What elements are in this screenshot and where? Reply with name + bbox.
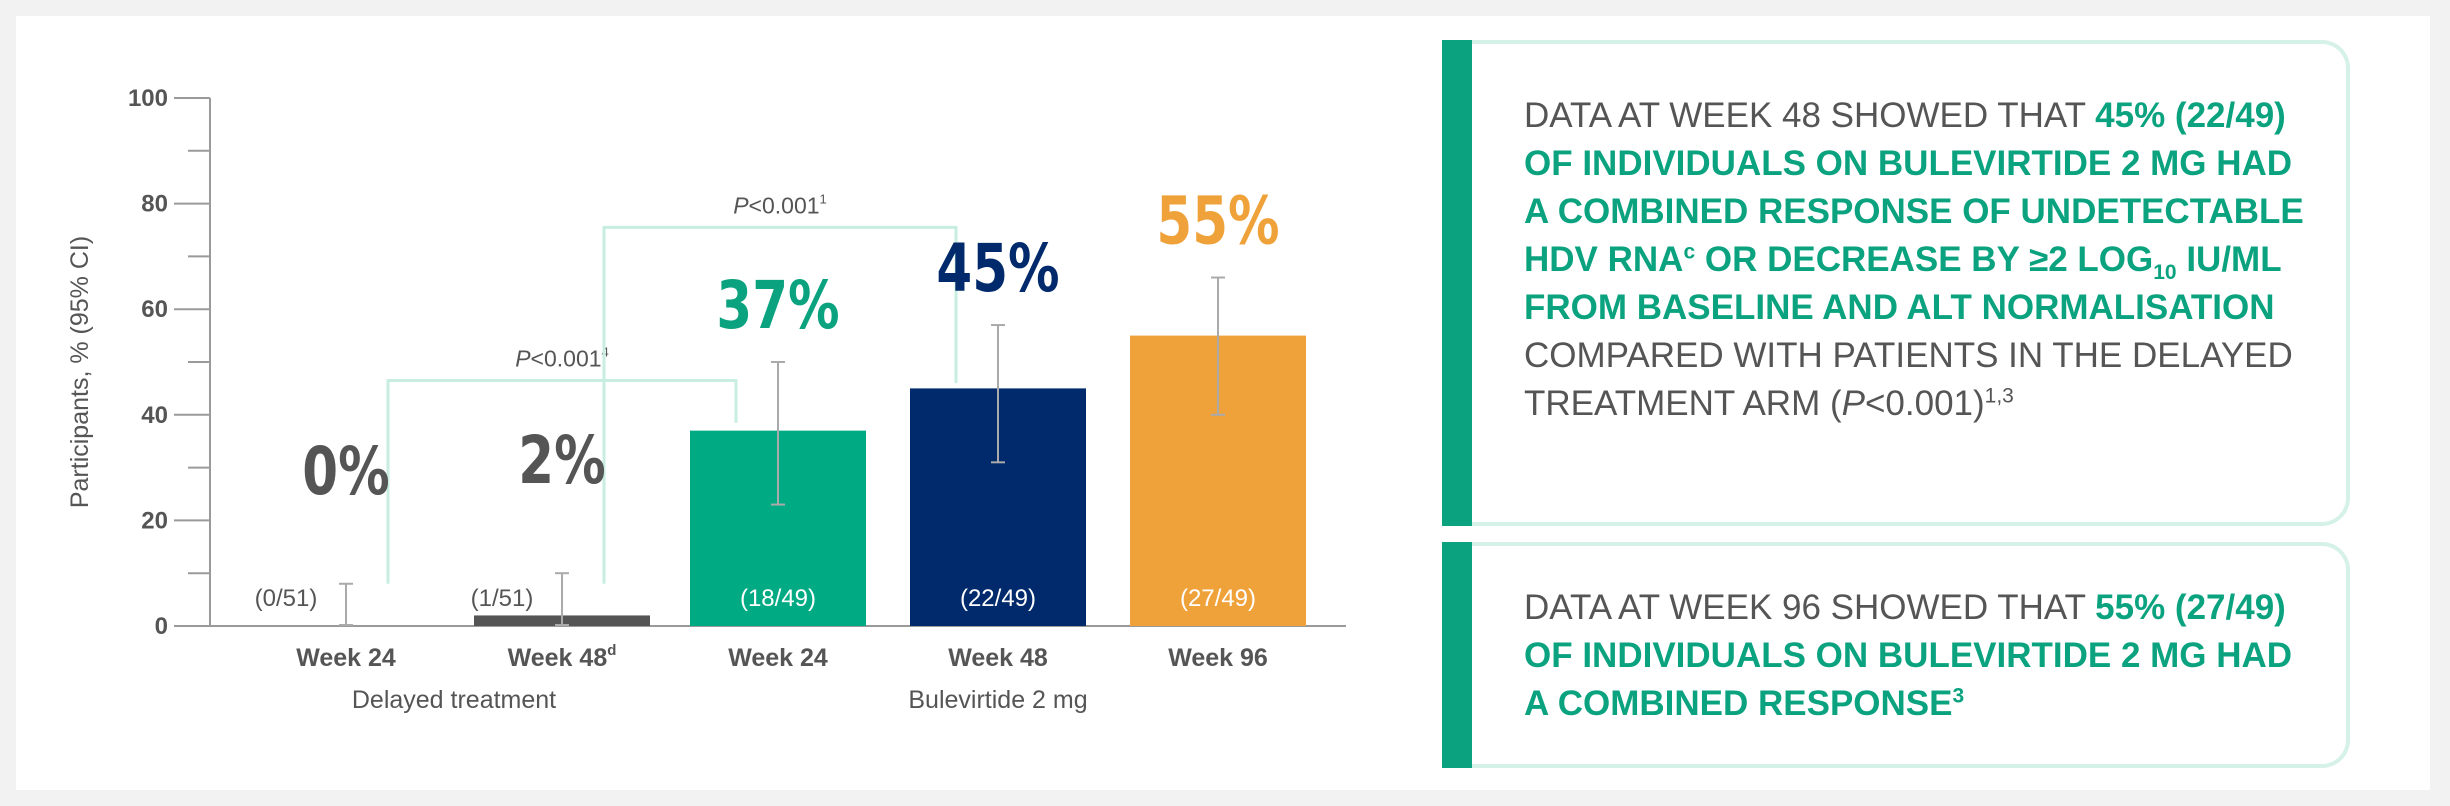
category-label: Week 24: [296, 644, 396, 672]
y-tick-label: 20: [141, 507, 168, 534]
group-label: Bulevirtide 2 mg: [908, 686, 1087, 714]
callout-accent-bar: [1442, 40, 1472, 526]
fraction-label: (1/51): [471, 585, 534, 612]
comparison-p-value: P<0.0011: [733, 191, 827, 218]
callout-accent-bar: [1442, 542, 1472, 768]
category-label: Week 24: [728, 644, 828, 672]
callout-text-run: Data at Week 48 showed that: [1524, 96, 2096, 135]
highlight-text: 45% (22/49) of individuals on Bulevirtid…: [1524, 96, 2304, 279]
comparison-bracket: [602, 225, 958, 584]
callout-text-run: Data at Week 96 showed that: [1524, 588, 2096, 627]
fraction-label: (0/51): [255, 585, 318, 612]
category-label: Week 48d: [508, 642, 617, 672]
callout-text-run: P: [1841, 384, 1865, 423]
content-card: P<0.0014 P<0.0011 0 20 40 60 80 100 Participants…: [16, 16, 2430, 790]
category-label: Week 48: [948, 644, 1048, 672]
callout-text-run: compared with patients in the delayed tr…: [1524, 336, 2293, 423]
y-tick-label: 80: [141, 191, 168, 218]
bar-chart: P<0.0014 P<0.0011 0 20 40 60 80 100 Participants…: [66, 85, 1346, 714]
callout-text-run: <0.001): [1864, 384, 1985, 423]
highlight-text: 55% (27/49) of individuals on Bulevirtid…: [1524, 588, 2293, 723]
percentage-label: 2%: [518, 422, 605, 499]
fraction-label: (18/49): [740, 585, 816, 612]
y-axis-title: Participants, % (95% CI): [66, 236, 94, 508]
y-tick-label: 100: [128, 85, 168, 112]
highlight-text: 3: [1952, 684, 1965, 708]
percentage-label: 37%: [716, 267, 839, 344]
y-tick-label: 60: [141, 296, 168, 323]
percentage-label: 0%: [302, 432, 389, 509]
week48-callout: Data at Week 48 showed that 45% (22/49) …: [1442, 40, 2350, 526]
percentage-label: 45%: [936, 230, 1059, 307]
y-tick-label: 40: [141, 402, 168, 429]
highlight-text: 10: [2153, 261, 2177, 284]
week96-callout: Data at Week 96 showed that 55% (27/49) …: [1442, 542, 2350, 768]
category-label: Week 96: [1168, 644, 1268, 672]
week48-callout-text: Data at Week 48 showed that 45% (22/49) …: [1524, 92, 2316, 428]
highlight-text: or decrease by ≥2 log: [1695, 240, 2154, 279]
group-label: Delayed treatment: [352, 686, 556, 714]
percentage-label: 55%: [1156, 182, 1279, 259]
fraction-label: (22/49): [960, 585, 1036, 612]
comparison-bracket: [386, 378, 738, 584]
highlight-text: IU/mL from baseline and ALT normalisatio…: [1524, 240, 2281, 327]
week96-callout-text: Data at Week 96 showed that 55% (27/49) …: [1524, 584, 2316, 728]
comparison-p-value: P<0.0014: [515, 344, 609, 371]
highlight-text: c: [1683, 240, 1696, 264]
callout-text-run: 1,3: [1984, 384, 2014, 408]
y-tick-label: 0: [155, 613, 168, 640]
fraction-label: (27/49): [1180, 585, 1256, 612]
